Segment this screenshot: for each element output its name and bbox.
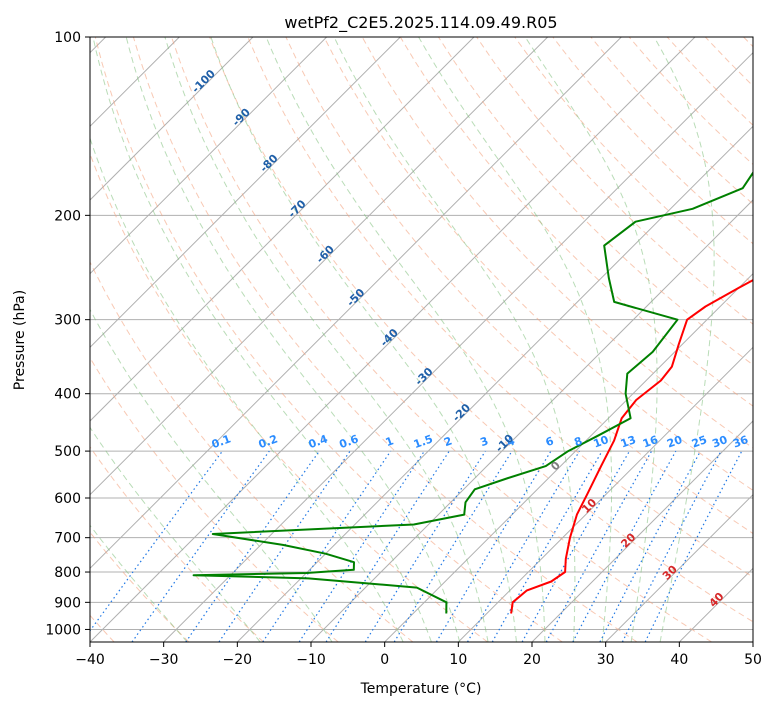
y-tick-label: 300 [54,313,81,329]
chart-title: wetPf2_C2E5.2025.114.09.49.R05 [284,13,557,33]
x-tick-label: −20 [223,652,253,668]
y-tick-label: 600 [54,491,81,507]
y-tick-label: 200 [54,208,81,224]
x-tick-label: 0 [380,652,389,668]
x-axis-label: Temperature (°C) [360,681,482,697]
y-tick-label: 100 [54,30,81,46]
y-tick-label: 400 [54,387,81,403]
x-tick-label: −10 [296,652,326,668]
y-axis-label: Pressure (hPa) [12,290,28,390]
y-tick-label: 500 [54,444,81,460]
y-tick-label: 900 [54,595,81,611]
y-tick-label: 800 [54,565,81,581]
x-tick-label: 40 [670,652,688,668]
x-tick-label: 50 [744,652,762,668]
x-tick-label: 10 [449,652,467,668]
x-tick-label: −30 [149,652,179,668]
y-tick-label: 700 [54,531,81,547]
x-tick-label: 20 [523,652,541,668]
x-tick-label: 30 [597,652,615,668]
x-tick-label: −40 [75,652,105,668]
y-tick-label: 1000 [45,622,81,638]
